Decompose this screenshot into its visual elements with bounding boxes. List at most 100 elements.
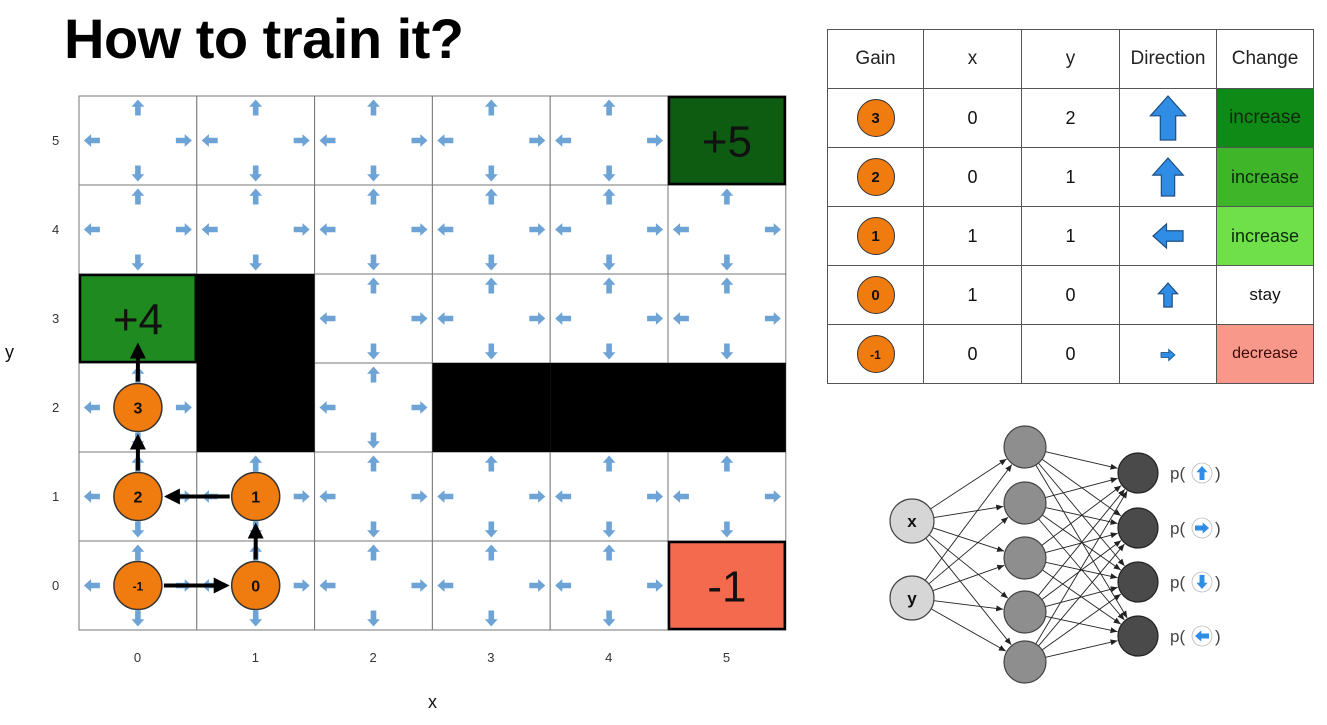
x-tick-label: 4 <box>605 650 613 665</box>
direction-right-icon <box>647 223 664 236</box>
direction-up-icon <box>367 277 380 294</box>
direction-right-icon <box>1195 522 1209 534</box>
x-tick-label: 5 <box>722 650 731 665</box>
network-nodes: xy <box>889 425 1159 684</box>
direction-down-icon <box>367 254 380 271</box>
output-label-prefix: p( <box>1170 573 1185 592</box>
hidden-node <box>1003 590 1047 634</box>
direction-left-icon <box>83 490 100 503</box>
network-edge <box>930 458 1007 510</box>
direction-left-icon <box>201 134 218 147</box>
direction-left-icon <box>83 223 100 236</box>
direction-left-icon <box>83 401 100 414</box>
direction-right-icon <box>293 490 310 503</box>
direction-up-icon <box>720 455 734 472</box>
page-title: How to train it? <box>64 7 464 70</box>
direction-right-icon <box>647 134 664 147</box>
gain-value: -1 <box>856 335 895 373</box>
direction-up-icon <box>1149 95 1187 141</box>
direction-down-icon <box>367 610 380 627</box>
direction-down-icon <box>367 521 380 538</box>
network-edge <box>1035 464 1128 619</box>
direction-left-icon <box>555 134 572 147</box>
gridworld: +5 +4 -1 -1 0 1 2 3 <box>78 95 787 631</box>
path-node-gain: 0 <box>251 579 260 596</box>
direction-up-icon <box>484 544 498 561</box>
gain-table: Gain x y Direction Change 3 0 2 increase 2 0 1… <box>827 29 1314 384</box>
network-edge <box>933 504 1004 518</box>
gain-cell: 3 <box>827 88 924 148</box>
wall-cell <box>196 274 315 363</box>
change-cell: increase <box>1216 88 1314 148</box>
direction-up-icon <box>249 99 263 116</box>
header-x: x <box>923 29 1022 89</box>
direction-right-icon <box>529 312 546 325</box>
direction-right-icon <box>1160 348 1176 362</box>
network-edge <box>1041 593 1122 651</box>
direction-down-icon <box>367 343 380 360</box>
direction-right-icon <box>529 579 546 592</box>
x-cell: 1 <box>923 206 1022 266</box>
output-node <box>1117 452 1159 494</box>
direction-left-icon <box>437 490 454 503</box>
network-edge <box>1041 540 1122 600</box>
x-tick-label: 2 <box>369 650 377 665</box>
neural-network-diagram: xy p()p()p()p() <box>889 425 1221 684</box>
path-node <box>113 471 163 522</box>
output-node <box>1117 615 1159 657</box>
path-node-gain: 3 <box>133 401 142 418</box>
y-tick-label: 0 <box>52 577 60 593</box>
direction-cell <box>1119 324 1217 384</box>
reward-cell <box>667 540 787 631</box>
output-node <box>1117 507 1159 549</box>
direction-left-icon <box>437 134 454 147</box>
direction-down-icon <box>367 432 380 449</box>
direction-right-icon <box>764 312 781 325</box>
output-label-prefix: p( <box>1170 464 1185 483</box>
reward-label: +4 <box>113 296 163 345</box>
direction-down-icon <box>720 343 734 360</box>
network-edge <box>1045 639 1118 658</box>
direction-down-icon <box>602 521 616 538</box>
direction-down-icon <box>602 254 616 271</box>
direction-up-icon <box>367 188 380 205</box>
network-edges <box>924 451 1128 658</box>
y-tick-label: 1 <box>52 488 60 504</box>
input-node <box>889 498 935 544</box>
network-edge <box>1045 451 1118 470</box>
direction-left-icon <box>319 490 336 503</box>
header-gain: Gain <box>827 29 924 89</box>
y-tick-label: 2 <box>52 399 60 415</box>
network-edge <box>1038 462 1125 567</box>
gain-table-row: -1 0 0 decrease <box>827 324 1314 384</box>
gain-cell: 1 <box>827 206 924 266</box>
direction-right-icon <box>764 490 781 503</box>
gain-cell: 0 <box>827 265 924 325</box>
x-tick-label: 0 <box>133 650 142 665</box>
path-node <box>113 560 163 611</box>
direction-left-icon <box>319 223 336 236</box>
direction-left-icon <box>201 223 218 236</box>
direction-up-icon <box>249 455 263 472</box>
y-tick-label: 4 <box>52 221 60 237</box>
direction-down-icon <box>484 521 498 538</box>
direction-down-icon <box>1196 575 1208 589</box>
hidden-node <box>1003 536 1047 580</box>
direction-down-icon <box>131 521 145 538</box>
direction-down-icon <box>367 165 380 182</box>
direction-down-icon <box>720 521 734 538</box>
y-tick-label: 5 <box>52 132 60 148</box>
path-node-gain: -1 <box>133 580 144 594</box>
x-cell: 1 <box>923 265 1022 325</box>
direction-left-icon <box>319 401 336 414</box>
direction-right-icon <box>293 223 310 236</box>
direction-left-icon <box>555 312 572 325</box>
direction-right-icon <box>647 312 664 325</box>
direction-right-icon <box>411 134 428 147</box>
y-tick-label: 3 <box>52 310 60 326</box>
direction-up-icon <box>249 188 263 205</box>
hidden-node <box>1003 640 1047 684</box>
direction-down-icon <box>602 165 616 182</box>
gain-cell: 2 <box>827 147 924 207</box>
network-edge <box>932 564 1005 592</box>
